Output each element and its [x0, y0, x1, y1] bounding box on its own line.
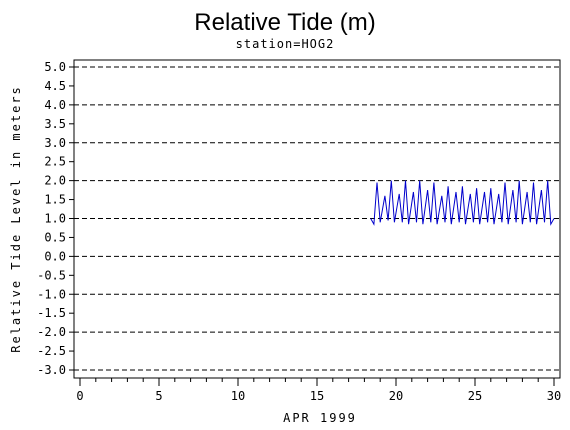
y-tick-label: 3.0 — [44, 136, 66, 150]
y-tick-label: 1.5 — [44, 193, 66, 207]
x-tick-label: 15 — [310, 389, 324, 403]
y-tick-labels: 5.0 4.5 4.0 3.5 3.0 2.5 2.0 1.5 1.0 0.5 0.0 -0.5 -1.… — [37, 60, 66, 377]
tide-series-line — [370, 180, 555, 226]
y-tick-label: 2.0 — [44, 174, 66, 188]
chart-subtitle: station=HOG2 — [236, 37, 335, 51]
x-axis-label: APR 1999 — [283, 411, 357, 425]
plot-frame — [73, 59, 561, 379]
y-tick-label: -0.5 — [37, 268, 66, 282]
x-tick-label: 25 — [468, 389, 482, 403]
y-tick-label: 4.0 — [44, 98, 66, 112]
y-tick-label: 2.5 — [44, 155, 66, 169]
y-tick-label: -2.5 — [37, 344, 66, 358]
x-tick-label: 10 — [231, 389, 245, 403]
y-tick-label: 3.5 — [44, 117, 66, 131]
x-tick-label: 20 — [389, 389, 403, 403]
chart-title: Relative Tide (m) — [194, 9, 375, 36]
y-tick-label: -1.5 — [37, 306, 66, 320]
y-tick-label: 0.0 — [44, 249, 66, 263]
x-tick-label: 5 — [155, 389, 162, 403]
x-tick-label: 30 — [547, 389, 561, 403]
grid-lines — [74, 66, 560, 371]
y-tick-label: -2.0 — [37, 325, 66, 339]
y-tick-label: 4.5 — [44, 79, 66, 93]
y-tick-label: 0.5 — [44, 230, 66, 244]
y-tick-label: -1.0 — [37, 287, 66, 301]
y-tick-label: 1.0 — [44, 212, 66, 226]
y-tick-label: 5.0 — [44, 60, 66, 74]
y-axis-label: Relative Tide Level in meters — [9, 85, 23, 353]
y-tick-label: -3.0 — [37, 363, 66, 377]
x-tick-label: 0 — [76, 389, 83, 403]
axis-ticks — [69, 66, 555, 386]
x-tick-labels: 0 5 10 15 20 25 30 — [76, 389, 561, 403]
